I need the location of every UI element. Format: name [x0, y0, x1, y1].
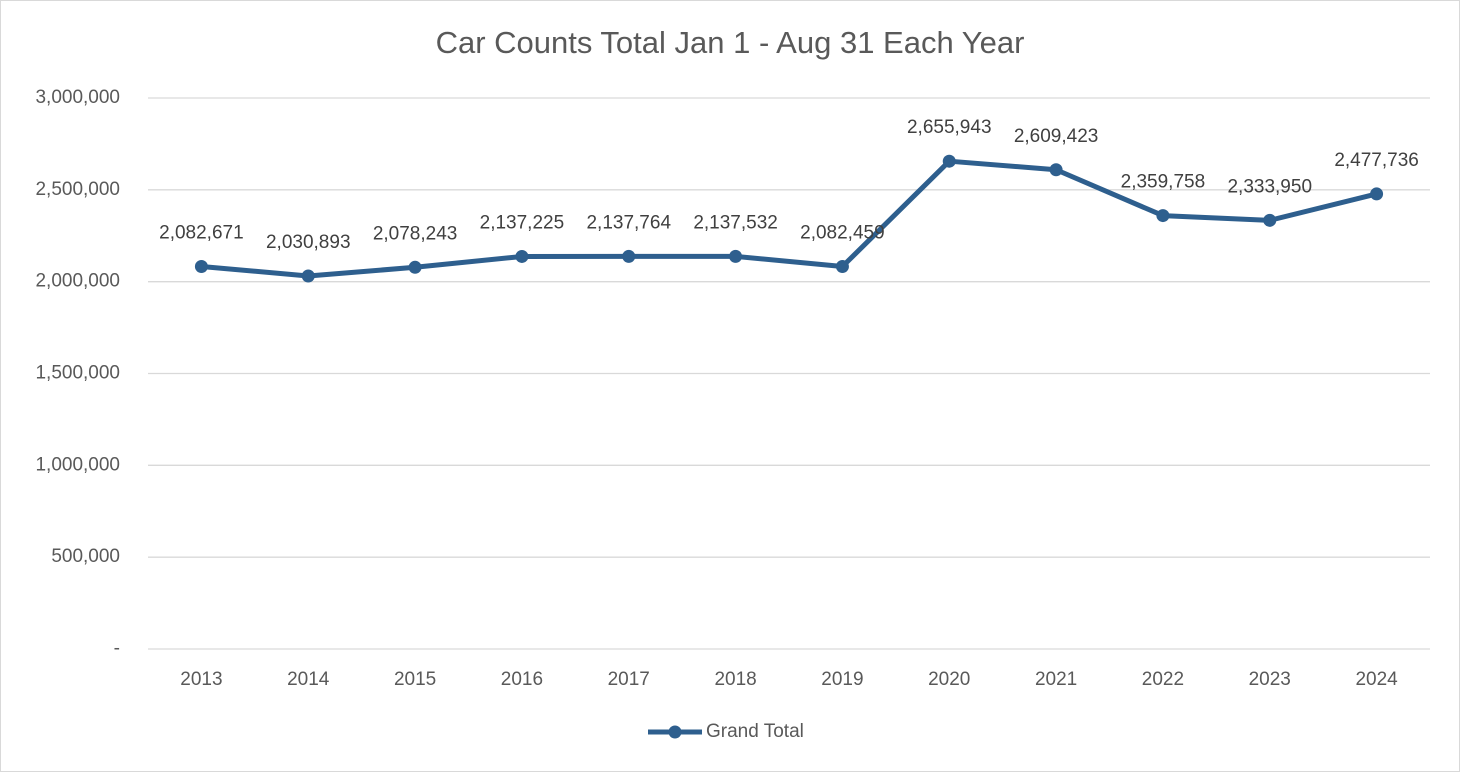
legend-label: Grand Total [706, 721, 804, 742]
data-label: 2,137,225 [480, 212, 565, 233]
data-label: 2,333,950 [1227, 176, 1312, 197]
data-label: 2,082,671 [159, 222, 244, 243]
y-tick-label: 1,500,000 [35, 363, 120, 384]
data-label: 2,137,764 [586, 212, 671, 233]
data-label: 2,609,423 [1014, 126, 1099, 147]
point-marker [622, 249, 636, 263]
data-label: 2,477,736 [1334, 150, 1419, 171]
point-marker [515, 249, 529, 263]
point-marker [1049, 163, 1063, 177]
y-tick-label: 3,000,000 [35, 87, 120, 108]
x-tick-label: 2021 [1035, 669, 1077, 690]
x-tick-label: 2017 [608, 669, 650, 690]
y-tick-label: 500,000 [51, 546, 120, 567]
y-tick-label: 1,000,000 [35, 454, 120, 475]
x-tick-label: 2019 [821, 669, 863, 690]
point-marker [194, 259, 208, 273]
y-tick-label: 2,500,000 [35, 179, 120, 200]
x-tick-label: 2020 [928, 669, 970, 690]
data-label: 2,078,243 [373, 223, 458, 244]
data-label: 2,082,459 [800, 223, 885, 244]
x-tick-label: 2024 [1355, 669, 1398, 690]
data-label: 2,655,943 [907, 117, 992, 138]
legend-marker [668, 725, 682, 739]
point-marker [942, 154, 956, 168]
data-label: 2,030,893 [266, 232, 351, 253]
point-marker [1370, 187, 1384, 201]
point-marker [1156, 209, 1170, 223]
y-tick-label: 2,000,000 [35, 271, 120, 292]
data-label: 2,359,758 [1121, 172, 1206, 193]
x-tick-label: 2016 [501, 669, 543, 690]
x-tick-label: 2022 [1142, 669, 1184, 690]
point-marker [301, 269, 315, 283]
point-marker [835, 260, 849, 274]
point-marker [729, 249, 743, 263]
point-marker [408, 260, 422, 274]
y-tick-label: - [114, 638, 120, 659]
x-tick-label: 2013 [180, 669, 222, 690]
data-label: 2,137,532 [693, 212, 778, 233]
series-line [201, 158, 1378, 279]
x-tick-label: 2018 [714, 669, 756, 690]
x-tick-label: 2015 [394, 669, 436, 690]
x-tick-label: 2014 [287, 669, 330, 690]
x-tick-label: 2023 [1249, 669, 1291, 690]
point-marker [1263, 213, 1277, 227]
chart-title: Car Counts Total Jan 1 - Aug 31 Each Yea… [436, 25, 1025, 60]
